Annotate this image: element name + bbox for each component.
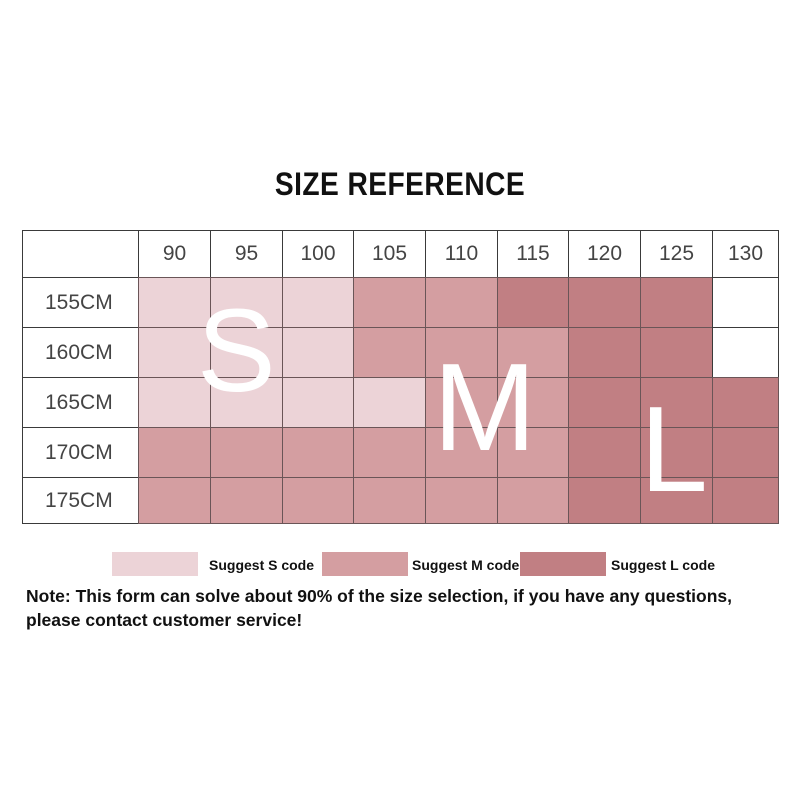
size-s-letter: S: [197, 285, 276, 417]
size-cell: [353, 427, 426, 478]
size-cell: [353, 327, 426, 378]
size-cell: [497, 477, 569, 524]
size-cell: [712, 327, 779, 378]
size-cell: [640, 477, 713, 524]
size-cell: [568, 277, 641, 328]
legend-swatch-l: [520, 552, 606, 576]
size-cell: [568, 427, 641, 478]
size-cell: [425, 477, 498, 524]
size-cell: [497, 427, 569, 478]
column-header: 100: [282, 230, 354, 278]
size-cell: [640, 327, 713, 378]
column-header: 105: [353, 230, 426, 278]
page-title: SIZE REFERENCE: [274, 166, 526, 202]
size-cell: [712, 427, 779, 478]
size-cell: [138, 377, 211, 428]
table-corner-cell: [22, 230, 139, 278]
size-cell: [282, 277, 354, 328]
size-cell: [497, 277, 569, 328]
size-cell: [640, 427, 713, 478]
size-cell: [138, 427, 211, 478]
column-header: 110: [425, 230, 498, 278]
column-header: 90: [138, 230, 211, 278]
size-cell: [712, 277, 779, 328]
row-header: 175CM: [22, 477, 139, 524]
column-header: 95: [210, 230, 283, 278]
size-cell: [425, 327, 498, 378]
row-header: 155CM: [22, 277, 139, 328]
size-cell: [210, 427, 283, 478]
size-cell: [425, 277, 498, 328]
column-header: 115: [497, 230, 569, 278]
size-cell: [353, 477, 426, 524]
legend-label-s: Suggest S code: [209, 557, 315, 573]
size-cell: [282, 477, 354, 524]
legend-swatch-m: [322, 552, 408, 576]
size-cell: [138, 327, 211, 378]
size-cell: [210, 477, 283, 524]
column-header: 120: [568, 230, 641, 278]
size-cell: [282, 427, 354, 478]
size-chart-table: 90 95 100 105 110 115 120 125 130 155CM 160CM 165CM…: [22, 230, 779, 524]
legend-swatch-s: [112, 552, 198, 576]
size-cell: [712, 477, 779, 524]
legend-label-m: Suggest M code: [412, 557, 520, 573]
size-cell: [497, 377, 569, 428]
note-text: Note: This form can solve about 90% of t…: [26, 586, 732, 630]
row-header: 165CM: [22, 377, 139, 428]
size-cell: [568, 477, 641, 524]
row-header: 160CM: [22, 327, 139, 378]
size-cell: [640, 377, 713, 428]
size-cell: [282, 377, 354, 428]
legend-label-l: Suggest L code: [611, 557, 715, 573]
size-cell: [640, 277, 713, 328]
size-cell: [282, 327, 354, 378]
size-cell: [425, 377, 498, 428]
size-cell: [568, 327, 641, 378]
row-header: 170CM: [22, 427, 139, 478]
size-cell: [712, 377, 779, 428]
size-cell: [353, 277, 426, 328]
size-l-letter: L: [640, 381, 708, 517]
column-header: 125: [640, 230, 713, 278]
size-cell: [353, 377, 426, 428]
size-cell: [568, 377, 641, 428]
size-m-letter: M: [433, 339, 537, 477]
column-header: 130: [712, 230, 779, 278]
size-cell: [210, 277, 283, 328]
size-cell: [138, 477, 211, 524]
size-cell: [210, 327, 283, 378]
